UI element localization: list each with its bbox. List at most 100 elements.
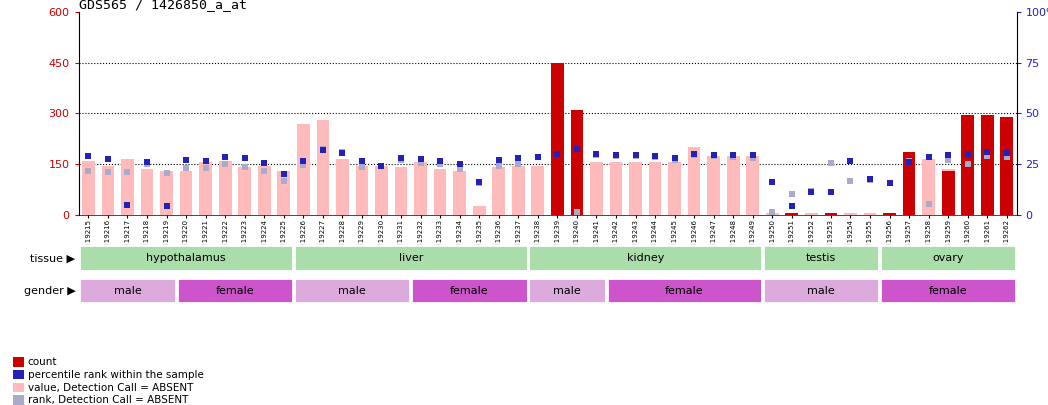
Bar: [79, 278, 176, 303]
Bar: [82, 161, 94, 215]
Point: [823, 160, 839, 166]
Bar: [1001, 166, 1013, 215]
Text: percentile rank within the sample: percentile rank within the sample: [27, 370, 203, 380]
Bar: [14, 370, 24, 379]
Point: [803, 189, 820, 196]
Bar: [414, 162, 427, 215]
Bar: [961, 115, 974, 215]
Point: [432, 158, 449, 164]
Point: [764, 179, 781, 185]
Bar: [258, 166, 270, 215]
Bar: [981, 115, 994, 215]
Bar: [880, 278, 1017, 303]
Point: [529, 154, 546, 160]
Bar: [199, 162, 212, 215]
Bar: [219, 161, 232, 215]
Point: [764, 208, 781, 215]
Point: [314, 147, 331, 153]
Bar: [766, 213, 779, 215]
Bar: [610, 162, 623, 215]
Point: [667, 157, 683, 163]
Text: GDS565 / 1426850_a_at: GDS565 / 1426850_a_at: [79, 0, 246, 11]
Point: [685, 152, 702, 158]
Point: [217, 154, 234, 160]
Bar: [375, 166, 388, 215]
Text: female: female: [929, 286, 967, 296]
Point: [608, 153, 625, 159]
Point: [725, 152, 742, 158]
Point: [256, 168, 272, 174]
Point: [471, 180, 487, 186]
Point: [119, 201, 136, 208]
Bar: [293, 278, 411, 303]
Point: [373, 163, 390, 169]
Bar: [844, 213, 857, 215]
Bar: [942, 169, 955, 215]
Bar: [14, 383, 24, 392]
Bar: [669, 162, 681, 215]
Point: [843, 158, 859, 164]
Bar: [902, 152, 916, 215]
Point: [490, 163, 507, 169]
Point: [529, 154, 546, 160]
Point: [568, 208, 585, 215]
Point: [353, 164, 370, 170]
Point: [881, 180, 898, 186]
Bar: [825, 213, 837, 215]
Point: [256, 160, 272, 166]
Point: [823, 189, 839, 196]
Point: [236, 164, 253, 170]
Text: female: female: [216, 286, 255, 296]
Text: hypothalamus: hypothalamus: [147, 253, 226, 263]
Point: [999, 154, 1016, 160]
Bar: [122, 159, 134, 215]
Bar: [922, 159, 935, 215]
Point: [294, 158, 311, 164]
Point: [217, 161, 234, 167]
Point: [803, 188, 820, 195]
Text: testis: testis: [806, 253, 836, 263]
Point: [627, 153, 643, 159]
Bar: [570, 159, 584, 215]
Point: [334, 150, 351, 156]
Text: kidney: kidney: [627, 253, 664, 263]
Point: [80, 152, 96, 159]
Bar: [14, 357, 24, 367]
Point: [549, 151, 566, 157]
Point: [490, 157, 507, 163]
Point: [920, 200, 937, 207]
Point: [294, 162, 311, 168]
Bar: [177, 278, 293, 303]
Point: [510, 155, 527, 161]
Point: [334, 149, 351, 155]
Bar: [528, 278, 606, 303]
Bar: [687, 147, 700, 215]
Point: [667, 155, 683, 161]
Point: [705, 152, 722, 158]
Point: [843, 178, 859, 185]
Point: [452, 166, 468, 173]
Bar: [961, 159, 974, 215]
Bar: [79, 245, 293, 271]
Bar: [140, 169, 153, 215]
Point: [276, 178, 292, 185]
Point: [999, 150, 1016, 156]
Bar: [786, 213, 799, 215]
Point: [158, 202, 175, 209]
Bar: [649, 162, 661, 215]
Point: [178, 157, 195, 163]
Point: [412, 156, 429, 162]
Point: [705, 153, 722, 159]
Text: male: male: [113, 286, 141, 296]
Point: [432, 161, 449, 167]
Bar: [805, 213, 817, 215]
Point: [784, 191, 801, 198]
Point: [178, 165, 195, 171]
Bar: [883, 213, 896, 215]
Text: ovary: ovary: [933, 253, 964, 263]
Text: count: count: [27, 357, 58, 367]
Bar: [395, 167, 408, 215]
Text: tissue ▶: tissue ▶: [30, 253, 75, 263]
Point: [900, 158, 917, 164]
Point: [940, 152, 957, 158]
